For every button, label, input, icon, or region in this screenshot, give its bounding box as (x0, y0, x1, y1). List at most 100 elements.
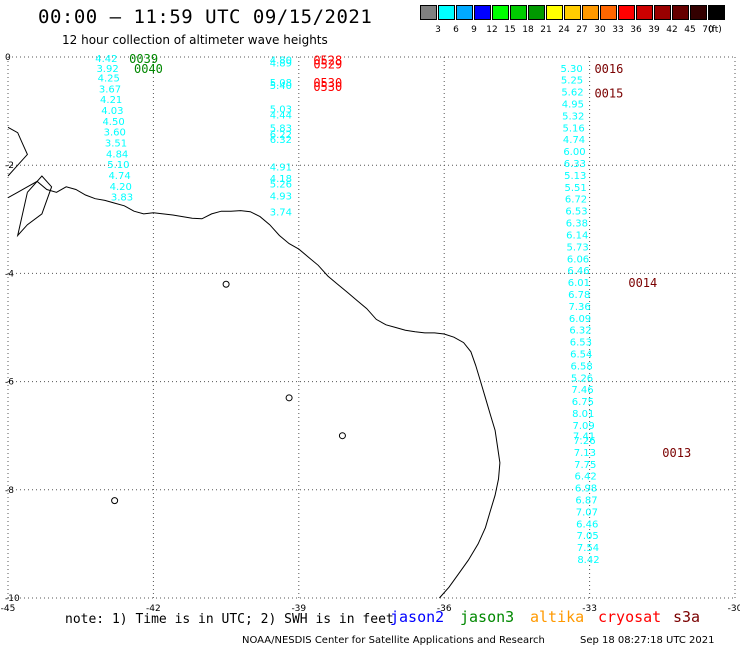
legend-label: 9 (471, 25, 477, 35)
axis-ticks: -45 -42 -39 -36 -33 -30 0 -2 -4 -6 -8 -10 (1, 53, 740, 614)
legend-swatch (708, 5, 725, 20)
pass-time-label: 0015 (594, 87, 623, 101)
wave-height-value: 4.18 (270, 174, 292, 185)
wave-height-value: 5.30 (561, 64, 583, 75)
pass-time-label: 0530 (313, 80, 342, 94)
small-island (285, 394, 293, 402)
wave-height-value: 4.74 (563, 135, 585, 146)
y-tick-label: 0 (5, 53, 11, 63)
legend-swatch (582, 5, 599, 20)
wave-height-value: 6.14 (566, 230, 588, 241)
x-tick-label: -45 (1, 604, 16, 614)
wave-height-value: 6.32 (569, 326, 591, 337)
legend-unit: (ft) (708, 25, 722, 35)
legend-label: 45 (684, 25, 696, 35)
legend-label: 18 (522, 25, 534, 35)
legend-swatch (618, 5, 635, 20)
coastline (7, 126, 501, 599)
wave-height-value: 5.40 (270, 81, 292, 92)
wave-height-value: 5.08 (270, 78, 292, 89)
wave-height-value: 4.80 (270, 56, 292, 67)
pass-time-label: 0016 (594, 62, 623, 76)
wave-height-value: 7.36 (569, 302, 591, 313)
wave-height-value: 4.44 (270, 110, 292, 121)
pass-time-label: 0039 (129, 52, 158, 66)
wave-height-value: 6.00 (563, 147, 585, 158)
mainland-coast (7, 180, 501, 599)
wave-height-value: 6.72 (565, 195, 587, 206)
legend-swatch (690, 5, 707, 20)
legend-label: 33 (612, 25, 624, 35)
wave-height-value: 4.84 (106, 149, 128, 160)
wave-height-value: 5.73 (567, 242, 589, 253)
wave-height-value: 4.50 (102, 117, 124, 128)
wave-height-value: 6.33 (564, 159, 586, 170)
small-island (222, 280, 230, 288)
legend-label: 30 (594, 25, 606, 35)
x-tick-label: -36 (437, 604, 452, 614)
wave-height-value: 5.10 (107, 160, 129, 171)
map-subtitle: 12 hour collection of altimeter wave hei… (62, 33, 328, 47)
legend-swatch (492, 5, 509, 20)
wave-height-value: 3.67 (99, 84, 121, 95)
wave-height-value: 8.42 (577, 555, 599, 566)
legend-label: 39 (648, 25, 660, 35)
legend-label: 15 (504, 25, 516, 35)
legend-swatch (528, 5, 545, 20)
wave-height-value: 6.78 (568, 290, 590, 301)
wave-height-value: 5.26 (270, 180, 292, 191)
wave-height-value: 7.05 (577, 531, 599, 542)
wave-height-value: 5.25 (561, 76, 583, 87)
wave-height-value: 5.83 (270, 123, 292, 134)
wave-height-value: 7.09 (573, 421, 595, 432)
legend-swatch (420, 5, 437, 20)
legend-label: 24 (558, 25, 570, 35)
wave-height-value: 6.58 (571, 361, 593, 372)
wave-height-value: 3.83 (111, 193, 133, 204)
legend-label: 21 (540, 25, 552, 35)
y-tick-label: -10 (5, 594, 20, 604)
pass-time-label: 0529 (313, 57, 342, 71)
wave-height-value: 4.42 (95, 54, 117, 65)
legend-swatch (672, 5, 689, 20)
wave-height-labels: 4.423.924.253.674.214.034.503.603.514.84… (95, 54, 599, 566)
wave-height-value: 3.51 (105, 138, 127, 149)
wave-height-value: 7.07 (576, 507, 598, 518)
legend-swatch (636, 5, 653, 20)
satellite-s3a: s3a (673, 608, 701, 626)
y-tick-label: -8 (5, 486, 14, 496)
wave-height-value: 4.89 (270, 58, 292, 69)
legend-label: 12 (486, 25, 498, 35)
legend-label: 36 (630, 25, 642, 35)
credit-text: NOAA/NESDIS Center for Satellite Applica… (242, 635, 545, 646)
wave-height-value: 6.53 (570, 338, 592, 349)
wave-height-value: 5.26 (571, 373, 593, 384)
small-island (338, 432, 346, 440)
wave-height-value: 6.22 (270, 130, 292, 141)
pass-time-label: 0528 (313, 54, 342, 68)
y-tick-label: -4 (5, 269, 14, 279)
wave-height-value: 7.26 (573, 436, 595, 447)
wave-height-value: 5.03 (270, 104, 292, 115)
generated-timestamp: Sep 18 08:27:18 UTC 2021 (580, 635, 715, 646)
footer-note: note: 1) Time is in UTC; 2) SWH is in fe… (65, 612, 394, 627)
wave-height-value: 6.46 (576, 519, 598, 530)
wave-height-value: 6.09 (569, 314, 591, 325)
satellite-altika: altika (530, 608, 585, 626)
wave-height-value: 3.74 (270, 208, 292, 219)
wave-height-value: 4.25 (98, 74, 120, 85)
legend-swatch (564, 5, 581, 20)
wave-height-value: 4.91 (270, 162, 292, 173)
satellite-jason3: jason3 (460, 608, 515, 626)
wave-height-value: 7.13 (574, 448, 596, 459)
map-title: 00:00 – 11:59 UTC 09/15/2021 (38, 6, 373, 28)
wave-height-value: 6.98 (575, 484, 597, 495)
island-outline (7, 126, 28, 177)
wave-height-value: 8.01 (572, 409, 594, 420)
legend-label: 70 (702, 25, 714, 35)
x-tick-label: -33 (582, 604, 597, 614)
wave-height-value: 6.54 (570, 349, 592, 360)
wave-height-value: 6.75 (572, 397, 594, 408)
wave-height-value: 4.21 (100, 95, 122, 106)
